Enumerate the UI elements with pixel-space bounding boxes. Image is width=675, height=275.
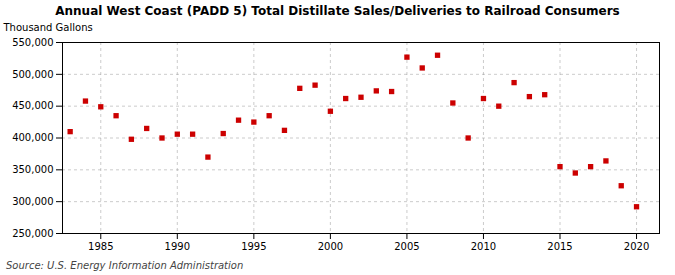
svg-text:450,000: 450,000 bbox=[12, 100, 53, 111]
svg-text:350,000: 350,000 bbox=[12, 164, 53, 175]
svg-text:500,000: 500,000 bbox=[12, 69, 53, 80]
html-text:Annual West Coast (PADD 5) Tot: Annual West Coast (PADD 5) Total Distill… bbox=[55, 4, 620, 18]
svg-text:400,000: 400,000 bbox=[12, 132, 53, 143]
svg-text:550,000: 550,000 bbox=[12, 37, 53, 48]
svg-text:1990: 1990 bbox=[165, 241, 190, 252]
svg-text:2015: 2015 bbox=[547, 241, 572, 252]
svg-text:2010: 2010 bbox=[471, 241, 496, 252]
svg-text:1995: 1995 bbox=[241, 241, 266, 252]
svg-text:2000: 2000 bbox=[318, 241, 343, 252]
svg-text:Thousand Gallons: Thousand Gallons bbox=[3, 22, 93, 33]
svg-text:2020: 2020 bbox=[624, 241, 649, 252]
html-text:Source: U.S. Energy Informatio: Source: U.S. Energy Information Administ… bbox=[6, 260, 244, 271]
svg-text:2005: 2005 bbox=[394, 241, 419, 252]
svg-text:250,000: 250,000 bbox=[12, 228, 53, 239]
svg-text:1985: 1985 bbox=[88, 241, 113, 252]
svg-text:300,000: 300,000 bbox=[12, 196, 53, 207]
